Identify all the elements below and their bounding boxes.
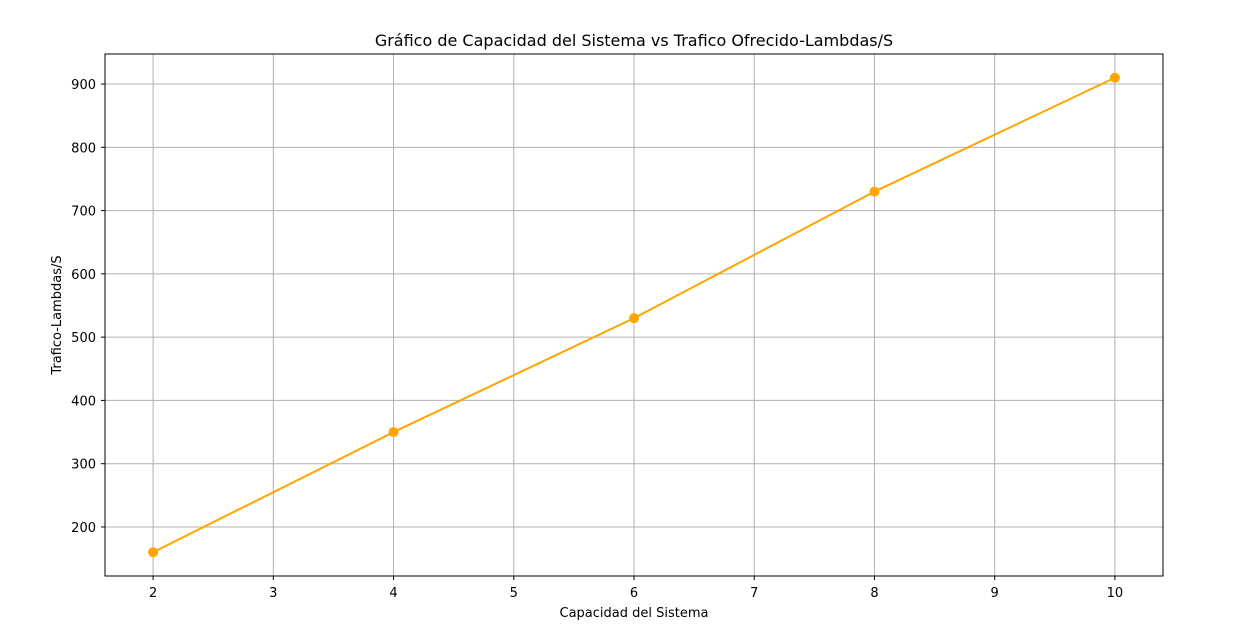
- chart-title: Gráfico de Capacidad del Sistema vs Traf…: [375, 31, 893, 50]
- x-tick-label: 5: [510, 586, 518, 601]
- tick-layer: 2 3 4 5 6 7 8 9 10 200 300 400 500 600 700 800 900: [71, 78, 1123, 601]
- x-tick-label: 10: [1107, 586, 1124, 601]
- x-tick-label: 7: [750, 586, 758, 601]
- y-tick-label: 400: [71, 394, 96, 409]
- data-point: [388, 427, 399, 438]
- y-tick-label: 700: [71, 205, 96, 220]
- y-tick-label: 600: [71, 268, 96, 283]
- data-point: [148, 547, 159, 558]
- x-tick-label: 2: [149, 586, 157, 601]
- y-tick-label: 500: [71, 331, 96, 346]
- data-point: [629, 313, 639, 324]
- data-point: [869, 186, 880, 197]
- y-tick-label: 200: [71, 521, 96, 536]
- y-tick-label: 900: [71, 78, 96, 93]
- grid-layer: [105, 54, 1163, 576]
- data-point: [1109, 72, 1120, 83]
- x-axis-label: Capacidad del Sistema: [560, 606, 709, 621]
- x-tick-label: 8: [870, 586, 878, 601]
- x-tick-label: 4: [389, 586, 397, 601]
- x-tick-label: 9: [991, 586, 999, 601]
- y-tick-label: 800: [71, 141, 96, 156]
- x-tick-label: 3: [269, 586, 277, 601]
- y-tick-label: 300: [71, 458, 96, 473]
- series-layer: [148, 72, 1120, 558]
- y-axis-label: Trafico-Lambdas/S: [50, 255, 65, 375]
- x-tick-label: 6: [630, 586, 638, 601]
